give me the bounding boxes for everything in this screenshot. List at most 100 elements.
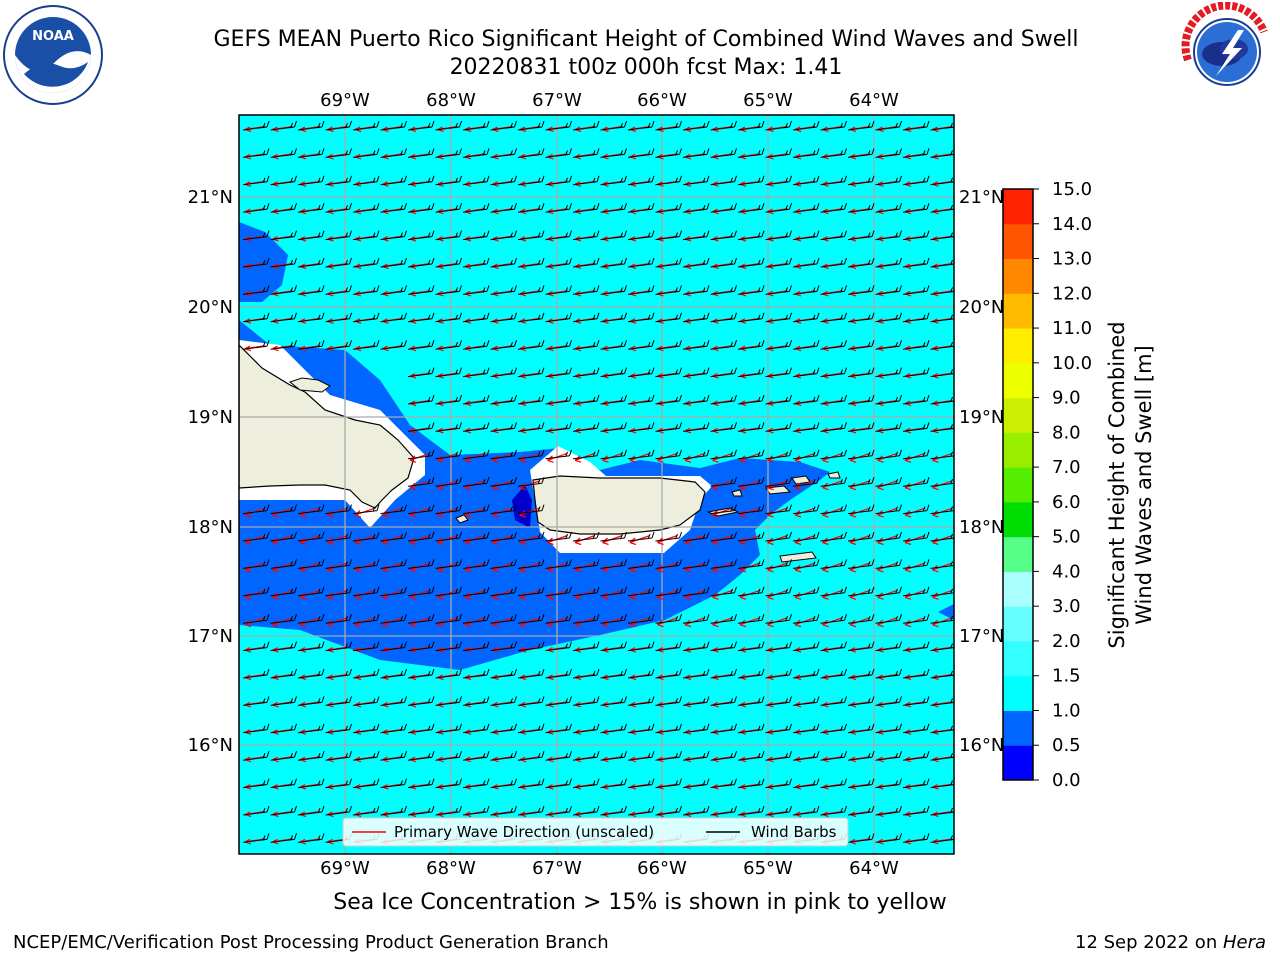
wind-barb xyxy=(352,340,380,350)
wave-arrow xyxy=(684,562,706,573)
wave-arrow xyxy=(437,345,458,352)
wave-arrow xyxy=(849,317,871,324)
wind-barb xyxy=(902,696,930,706)
wind-barb xyxy=(462,312,490,323)
wave-arrow xyxy=(904,646,926,653)
wave-arrow xyxy=(684,317,706,324)
wind-barb xyxy=(875,120,902,131)
wave-arrow xyxy=(519,345,541,352)
wind-barb xyxy=(737,641,765,652)
wind-barb xyxy=(270,148,297,158)
wind-barb xyxy=(270,833,297,843)
wave-arrow xyxy=(767,208,788,215)
wind-barb xyxy=(325,614,352,624)
wind-barb xyxy=(627,394,655,405)
wind-barb xyxy=(407,723,435,734)
wave-arrow xyxy=(629,673,651,681)
wave-arrow xyxy=(382,262,403,270)
wind-barb xyxy=(902,340,930,350)
wind-barb xyxy=(627,531,655,542)
wave-arrow xyxy=(932,728,953,735)
wave-arrow xyxy=(574,317,596,324)
wind-barb xyxy=(600,175,627,186)
wind-barb xyxy=(710,285,737,295)
wind-barb xyxy=(297,148,325,158)
wave-arrow xyxy=(547,345,568,352)
wave-arrow xyxy=(519,507,541,518)
wave-arrow xyxy=(464,562,486,573)
wave-arrow xyxy=(822,153,843,160)
wave-arrow xyxy=(739,452,761,463)
wind-barb xyxy=(462,230,490,241)
wave-arrow xyxy=(299,125,321,133)
wave-arrow xyxy=(437,783,458,790)
wave-arrow xyxy=(932,317,953,324)
wind-barb xyxy=(847,203,875,213)
wave-arrow xyxy=(519,562,541,573)
wind-barb xyxy=(490,477,517,487)
wave-arrow xyxy=(877,589,898,600)
wave-arrow xyxy=(602,372,623,379)
wave-arrow xyxy=(547,838,568,845)
wind-barb xyxy=(462,285,490,295)
wind-barb xyxy=(352,723,380,734)
wave-arrow xyxy=(767,153,788,160)
wind-barb xyxy=(627,751,655,761)
wind-barb xyxy=(765,422,792,432)
wave-arrow xyxy=(437,317,458,324)
wind-barb xyxy=(682,805,710,816)
wind-barb xyxy=(517,833,545,843)
wave-arrow xyxy=(822,701,843,708)
wind-barb xyxy=(325,531,352,542)
wind-barb xyxy=(297,614,325,624)
wind-barb xyxy=(462,805,490,816)
wave-arrow xyxy=(299,701,321,708)
wave-arrow xyxy=(629,617,651,628)
wave-arrow xyxy=(877,562,898,573)
wind-barb xyxy=(627,312,655,323)
wind-barb xyxy=(490,394,517,405)
colorbar-tick-label: 6.0 xyxy=(1052,492,1081,513)
wind-barb xyxy=(572,696,600,706)
wave-arrow xyxy=(602,701,623,708)
wind-barb xyxy=(682,257,710,268)
wind-barb xyxy=(325,120,352,131)
wind-barb xyxy=(820,175,847,186)
wind-barb xyxy=(600,257,627,268)
wave-arrow xyxy=(712,153,733,160)
wind-barb xyxy=(380,614,407,624)
wind-barb xyxy=(490,175,517,186)
wind-barb xyxy=(490,614,517,624)
wave-arrow xyxy=(794,125,816,133)
wind-barb xyxy=(407,394,435,405)
wind-barb xyxy=(930,670,954,679)
wave-arrow xyxy=(519,262,541,270)
wave-arrow xyxy=(849,783,871,790)
wave-arrow xyxy=(822,507,843,518)
wave-arrow xyxy=(464,589,486,600)
wind-barb xyxy=(847,312,875,323)
lon-labels: 69°W 68°W 67°W 66°W 65°W 64°W 69°W 68°W … xyxy=(320,90,899,879)
wave-arrow xyxy=(574,262,596,270)
wind-barb xyxy=(407,751,435,761)
lon-label-bottom: 64°W xyxy=(849,858,899,879)
wave-arrow xyxy=(272,235,293,242)
wind-barb xyxy=(490,723,517,734)
wind-barb xyxy=(490,504,517,515)
wave-arrow xyxy=(519,153,541,160)
map-area xyxy=(239,115,954,854)
wave-arrow xyxy=(657,125,678,133)
wind-barb xyxy=(930,369,954,378)
wind-barb xyxy=(462,120,490,131)
wind-barb xyxy=(297,778,325,789)
wave-arrow xyxy=(712,728,733,735)
wind-barb xyxy=(820,148,847,158)
wave-arrow xyxy=(767,810,788,818)
wave-arrow xyxy=(932,372,953,379)
wave-arrow xyxy=(382,180,403,187)
wave-arrow xyxy=(877,783,898,790)
wind-barb xyxy=(572,203,600,213)
wave-arrow xyxy=(409,153,431,160)
wave-arrow xyxy=(657,534,678,546)
wave-arrow xyxy=(464,208,486,215)
